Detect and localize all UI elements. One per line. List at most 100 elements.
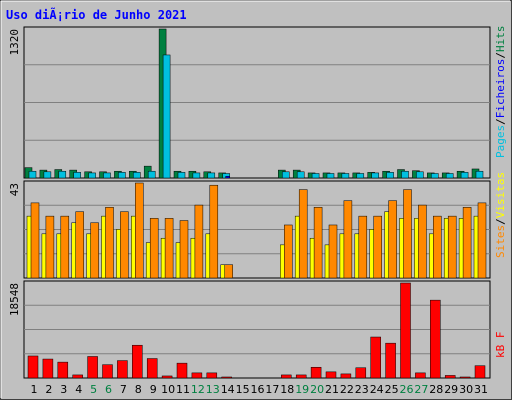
bar xyxy=(444,375,456,379)
bar xyxy=(311,173,320,179)
bar xyxy=(102,364,113,379)
x-tick-label: 12 xyxy=(191,383,205,396)
bar xyxy=(310,366,322,379)
bar xyxy=(474,365,486,379)
y-max-label: 18548 xyxy=(8,283,21,316)
x-tick-label: 30 xyxy=(459,383,473,396)
bar xyxy=(477,202,487,279)
bar xyxy=(117,360,128,379)
bar xyxy=(282,171,290,179)
bar xyxy=(325,371,337,379)
bar xyxy=(418,204,427,279)
bar xyxy=(298,189,308,279)
bar xyxy=(177,172,186,179)
bar xyxy=(403,189,412,279)
bar xyxy=(340,373,352,379)
bar xyxy=(355,367,367,379)
chart-panel-3: 18548 kB F xyxy=(8,280,507,379)
bar xyxy=(191,372,203,379)
side-legend-label: Pages/Ficheiros/Hits xyxy=(494,26,507,158)
bar xyxy=(373,215,382,279)
x-tick-label: 27 xyxy=(414,383,428,396)
side-legend-part: Pages xyxy=(494,125,507,158)
bar xyxy=(358,215,368,279)
x-tick-label: 16 xyxy=(251,383,265,396)
bar xyxy=(88,172,96,179)
bar xyxy=(221,376,232,379)
bar xyxy=(75,211,84,279)
side-legend-label: kB F xyxy=(494,332,507,359)
x-tick-label: 17 xyxy=(265,383,279,396)
side-legend-part: Ficheiros xyxy=(494,59,507,119)
bar xyxy=(103,172,111,179)
bar xyxy=(179,220,189,279)
bar xyxy=(194,204,204,279)
bar xyxy=(60,215,70,279)
x-tick-label: 2 xyxy=(45,383,52,396)
x-axis-labels: 1 2 3 4 5 6 7 8 9 10 11 12 13 14 15 16 17 18 19 20 21 22 23 24 2… xyxy=(31,383,489,396)
bar xyxy=(326,173,335,179)
bar xyxy=(43,171,52,179)
bar xyxy=(459,376,471,379)
bar xyxy=(72,374,83,379)
x-tick-label: 4 xyxy=(75,383,82,396)
bar xyxy=(225,176,230,179)
x-tick-label: 22 xyxy=(340,383,354,396)
bar xyxy=(147,170,156,179)
bar xyxy=(415,372,426,379)
bar xyxy=(45,215,55,279)
bar xyxy=(27,355,39,379)
bar xyxy=(30,202,40,279)
side-legend-part: / xyxy=(494,218,507,225)
bar xyxy=(341,173,350,179)
bar xyxy=(445,173,454,179)
x-tick-label: 6 xyxy=(105,383,112,396)
bar xyxy=(356,173,365,179)
x-tick-label: 9 xyxy=(150,383,157,396)
x-tick-label: 11 xyxy=(176,383,190,396)
bar xyxy=(57,361,69,379)
bar xyxy=(42,358,54,379)
bar xyxy=(433,215,442,279)
chart-panel-2: 43 Sites/Visitas xyxy=(8,172,507,279)
x-tick-label: 19 xyxy=(295,383,309,396)
bar xyxy=(313,207,323,279)
bar xyxy=(192,172,201,179)
x-tick-label: 3 xyxy=(60,383,67,396)
bar xyxy=(149,218,159,279)
bar xyxy=(462,207,472,279)
bar xyxy=(58,170,67,179)
side-legend-label: Sites/Visitas xyxy=(494,172,507,258)
x-tick-label: 26 xyxy=(400,383,414,396)
bar xyxy=(401,170,409,179)
bar xyxy=(209,184,219,279)
y-max-label: 43 xyxy=(8,183,21,196)
bar xyxy=(207,172,216,179)
x-tick-label: 25 xyxy=(385,383,399,396)
side-legend-part: Sites xyxy=(494,225,507,258)
x-tick-label: 15 xyxy=(236,383,250,396)
bar xyxy=(370,336,381,379)
x-tick-label: 24 xyxy=(370,383,384,396)
x-tick-label: 29 xyxy=(444,383,458,396)
bar xyxy=(161,375,173,379)
bar xyxy=(295,374,307,379)
x-tick-label: 13 xyxy=(206,383,220,396)
bar xyxy=(135,182,144,279)
side-legend-part: / xyxy=(494,118,507,125)
x-tick-label: 31 xyxy=(474,383,488,396)
bar xyxy=(105,207,114,279)
chart-panels: 1320Pages/Ficheiros/Hits43Sites/Visitas1… xyxy=(8,26,507,379)
x-tick-label: 5 xyxy=(90,383,97,396)
bar xyxy=(400,282,411,379)
x-tick-label: 23 xyxy=(355,383,369,396)
bar xyxy=(431,173,439,179)
side-legend-part: Hits xyxy=(494,26,507,53)
bar xyxy=(120,211,129,279)
side-legend-part: Visitas xyxy=(494,172,507,218)
bar xyxy=(224,264,233,279)
bar xyxy=(90,222,99,279)
side-legend-part: kB F xyxy=(494,332,507,359)
